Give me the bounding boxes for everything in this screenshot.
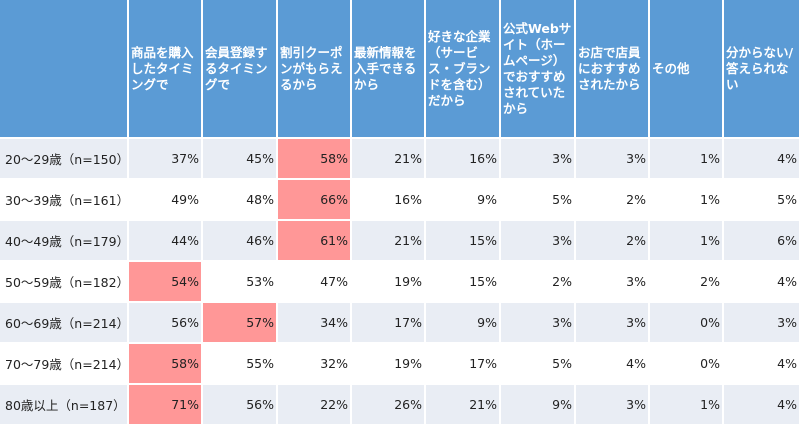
column-header — [0, 0, 129, 139]
value-cell: 9% — [500, 384, 576, 426]
value-cell: 19% — [351, 343, 426, 385]
value-cell: 58% — [277, 138, 352, 180]
value-cell: 3% — [500, 138, 576, 180]
value-cell: 9% — [425, 179, 501, 221]
value-cell: 37% — [128, 138, 203, 180]
value-cell: 5% — [723, 179, 800, 221]
row-label: 60～69歳（n=214） — [0, 302, 129, 344]
table-row: 80歳以上（n=187） 71% 56% 22% 26% 21% 9% 3% 1% 4% — [0, 384, 800, 426]
value-cell: 17% — [425, 343, 501, 385]
value-cell: 49% — [128, 179, 203, 221]
table-row: 50～59歳（n=182） 54% 53% 47% 19% 15% 2% 3% 2% 4% — [0, 261, 800, 303]
value-cell: 2% — [575, 179, 650, 221]
value-cell: 3% — [575, 261, 650, 303]
value-cell: 0% — [649, 302, 724, 344]
column-header: 好きな企業（サービス・ブランドを含む）だから — [425, 0, 501, 139]
value-cell: 4% — [575, 343, 650, 385]
value-cell: 21% — [351, 138, 426, 180]
column-header: 割引クーポンがもらえるから — [277, 0, 352, 139]
row-label: 40～49歳（n=179） — [0, 220, 129, 262]
column-header: 公式Webサイト（ホームページ）でおすすめされていたから — [500, 0, 576, 139]
value-cell: 1% — [649, 179, 724, 221]
header-row: 商品を購入したタイミングで 会員登録するタイミングで 割引クーポンがもらえるから 最新… — [0, 0, 800, 139]
value-cell: 15% — [425, 220, 501, 262]
value-cell: 1% — [649, 384, 724, 426]
value-cell: 53% — [202, 261, 278, 303]
table-row: 30～39歳（n=161） 49% 48% 66% 16% 9% 5% 2% 1% 5% — [0, 179, 800, 221]
value-cell: 3% — [575, 138, 650, 180]
value-cell: 2% — [649, 261, 724, 303]
table-row: 20～29歳（n=150） 37% 45% 58% 21% 16% 3% 3% 1% 4% — [0, 138, 800, 180]
row-label: 30～39歳（n=161） — [0, 179, 129, 221]
value-cell: 46% — [202, 220, 278, 262]
value-cell: 1% — [649, 138, 724, 180]
table-row: 70～79歳（n=214） 58% 55% 32% 19% 17% 5% 4% 0% 4% — [0, 343, 800, 385]
value-cell: 34% — [277, 302, 352, 344]
value-cell: 0% — [649, 343, 724, 385]
row-label: 70～79歳（n=214） — [0, 343, 129, 385]
value-cell: 2% — [500, 261, 576, 303]
value-cell: 32% — [277, 343, 352, 385]
value-cell: 71% — [128, 384, 203, 426]
value-cell: 1% — [649, 220, 724, 262]
value-cell: 16% — [425, 138, 501, 180]
value-cell: 57% — [202, 302, 278, 344]
value-cell: 22% — [277, 384, 352, 426]
value-cell: 44% — [128, 220, 203, 262]
column-header: 商品を購入したタイミングで — [128, 0, 203, 139]
value-cell: 17% — [351, 302, 426, 344]
value-cell: 6% — [723, 220, 800, 262]
value-cell: 48% — [202, 179, 278, 221]
value-cell: 47% — [277, 261, 352, 303]
value-cell: 16% — [351, 179, 426, 221]
value-cell: 19% — [351, 261, 426, 303]
column-header: その他 — [649, 0, 724, 139]
row-label: 80歳以上（n=187） — [0, 384, 129, 426]
value-cell: 45% — [202, 138, 278, 180]
value-cell: 3% — [575, 384, 650, 426]
value-cell: 66% — [277, 179, 352, 221]
table-row: 40～49歳（n=179） 44% 46% 61% 21% 15% 3% 2% 1% 6% — [0, 220, 800, 262]
value-cell: 4% — [723, 261, 800, 303]
value-cell: 54% — [128, 261, 203, 303]
value-cell: 26% — [351, 384, 426, 426]
row-label: 20～29歳（n=150） — [0, 138, 129, 180]
table-row: 60～69歳（n=214） 56% 57% 34% 17% 9% 3% 3% 0% 3% — [0, 302, 800, 344]
value-cell: 56% — [128, 302, 203, 344]
column-header: 会員登録するタイミングで — [202, 0, 278, 139]
value-cell: 4% — [723, 384, 800, 426]
column-header: 分からない/答えられない — [723, 0, 800, 139]
value-cell: 3% — [723, 302, 800, 344]
value-cell: 3% — [500, 302, 576, 344]
value-cell: 4% — [723, 138, 800, 180]
value-cell: 3% — [500, 220, 576, 262]
value-cell: 58% — [128, 343, 203, 385]
column-header: お店で店員におすすめされたから — [575, 0, 650, 139]
value-cell: 15% — [425, 261, 501, 303]
value-cell: 21% — [425, 384, 501, 426]
row-label: 50～59歳（n=182） — [0, 261, 129, 303]
value-cell: 61% — [277, 220, 352, 262]
value-cell: 2% — [575, 220, 650, 262]
value-cell: 5% — [500, 179, 576, 221]
column-header: 最新情報を入手できるから — [351, 0, 426, 139]
value-cell: 4% — [723, 343, 800, 385]
value-cell: 9% — [425, 302, 501, 344]
value-cell: 3% — [575, 302, 650, 344]
value-cell: 55% — [202, 343, 278, 385]
value-cell: 5% — [500, 343, 576, 385]
value-cell: 56% — [202, 384, 278, 426]
value-cell: 21% — [351, 220, 426, 262]
